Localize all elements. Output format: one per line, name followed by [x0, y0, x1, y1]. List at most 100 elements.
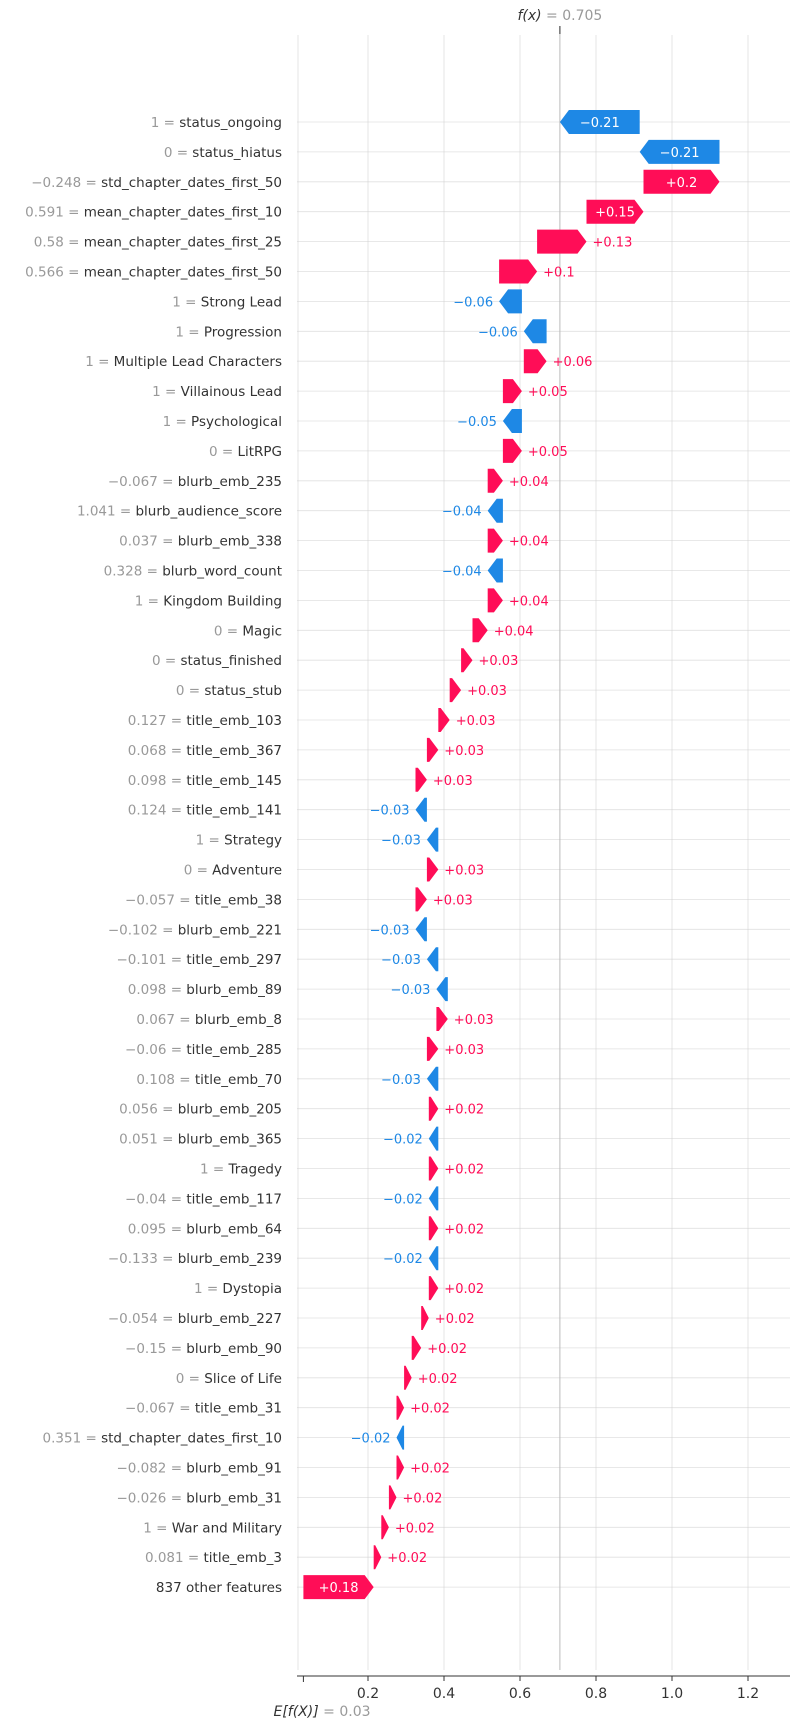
feature-label: 0.067 = blurb_emb_8: [136, 1012, 282, 1028]
feature-value: 0.591 =: [25, 205, 84, 221]
x-tick-label: 0.4: [433, 1686, 455, 1702]
feature-label: −0.04 = title_emb_117: [125, 1191, 282, 1207]
waterfall-bar: [428, 1096, 439, 1121]
waterfall-bar: [426, 1066, 439, 1091]
feature-value: 1 =: [196, 833, 224, 849]
feature-label: 0.351 = std_chapter_dates_first_10: [43, 1431, 282, 1447]
feature-label: 1 = Villainous Lead: [152, 384, 282, 400]
feature-label: 0.098 = blurb_emb_89: [128, 982, 282, 998]
feature-name: blurb_word_count: [162, 564, 282, 580]
labels-layer: −0.21 1 = status_ongoing −0.21 0 = status_h…: [25, 115, 699, 1596]
feature-label: −0.067 = title_emb_31: [125, 1401, 282, 1417]
feature-value: 0 =: [214, 623, 242, 639]
feature-name: status_finished: [180, 653, 282, 669]
feature-name: Adventure: [212, 863, 282, 879]
feature-value: 0.051 =: [119, 1132, 178, 1148]
waterfall-bar: [502, 409, 522, 433]
feature-value: −0.15 =: [125, 1341, 186, 1357]
feature-value: −0.248 =: [31, 175, 101, 191]
waterfall-bar: [381, 1515, 389, 1540]
feature-value: −0.067 =: [125, 1401, 195, 1417]
waterfall-bar: [487, 528, 503, 553]
feature-value: −0.06 =: [125, 1042, 186, 1058]
waterfall-bar: [415, 917, 427, 942]
x-axis: 0.2 0.4 0.6 0.8 1.0 1.2: [297, 1675, 790, 1702]
feature-name: blurb_emb_8: [195, 1012, 282, 1028]
feature-value: −0.082 =: [116, 1461, 186, 1477]
waterfall-bar: [586, 199, 644, 224]
feature-value: 0.068 =: [128, 743, 187, 759]
feature-label: −0.102 = blurb_emb_221: [108, 922, 282, 938]
bar-value-label: +0.05: [528, 445, 568, 460]
feature-value: 0.056 =: [119, 1102, 178, 1118]
bar-value-label: +0.02: [387, 1551, 427, 1566]
feature-name: status_ongoing: [179, 115, 282, 131]
waterfall-bar: [428, 1186, 439, 1211]
x-tick-label: 0.2: [357, 1686, 379, 1702]
waterfall-bar: [436, 977, 448, 1002]
bar-value-label: +0.02: [444, 1103, 484, 1118]
feature-name: title_emb_367: [186, 743, 282, 759]
bar-value-label: −0.02: [383, 1192, 423, 1207]
feature-label: 837 other features: [156, 1580, 282, 1596]
feature-label: 0 = Slice of Life: [176, 1371, 282, 1387]
feature-label: 1 = Psychological: [163, 414, 282, 430]
bar-value-label: −0.06: [453, 295, 493, 310]
feature-name: mean_chapter_dates_first_10: [84, 205, 282, 221]
feature-name: Strong Lead: [201, 294, 282, 310]
waterfall-bar: [428, 1246, 439, 1271]
feature-name: 837 other features: [156, 1580, 282, 1596]
feature-name: status_stub: [204, 683, 282, 699]
feature-label: 0 = status_finished: [152, 653, 282, 669]
feature-label: 1 = Multiple Lead Characters: [85, 354, 282, 370]
feature-label: 1 = Progression: [175, 324, 282, 340]
feature-value: 0 =: [209, 444, 237, 460]
feature-name: Dystopia: [222, 1281, 282, 1297]
bar-value-label: −0.02: [383, 1252, 423, 1267]
feature-value: 0 =: [164, 145, 192, 161]
bar-value-label: +0.03: [454, 1013, 494, 1028]
feature-value: 0.095 =: [128, 1221, 187, 1237]
bar-value-label: +0.05: [528, 385, 568, 400]
waterfall-bar: [426, 737, 439, 762]
feature-label: 1 = Strategy: [196, 833, 282, 849]
bar-value-label: −0.03: [381, 834, 421, 849]
feature-name: std_chapter_dates_first_50: [101, 175, 282, 191]
feature-name: title_emb_141: [186, 803, 282, 819]
bar-value-label: −0.21: [660, 146, 700, 161]
feature-name: Kingdom Building: [163, 593, 282, 609]
bar-value-label: +0.15: [595, 206, 635, 221]
bar-value-label: +0.02: [403, 1491, 443, 1506]
feature-name: std_chapter_dates_first_10: [101, 1431, 282, 1447]
bar-value-label: +0.02: [444, 1163, 484, 1178]
grid-layer: [297, 35, 790, 1670]
feature-name: title_emb_297: [186, 952, 282, 968]
bar-value-label: +0.1: [543, 266, 575, 281]
bar-value-label: −0.04: [442, 565, 482, 580]
feature-label: 1.041 = blurb_audience_score: [77, 504, 282, 520]
bar-value-label: −0.02: [383, 1133, 423, 1148]
feature-label: 1 = status_ongoing: [151, 115, 282, 131]
waterfall-bar: [487, 498, 503, 523]
waterfall-bar: [426, 1036, 439, 1061]
bar-value-label: +0.02: [435, 1312, 475, 1327]
feature-label: −0.057 = title_emb_38: [125, 892, 282, 908]
waterfall-bar: [411, 1335, 422, 1360]
bar-value-label: +0.18: [319, 1581, 359, 1596]
feature-value: 0.081 =: [145, 1550, 204, 1566]
waterfall-bar: [426, 857, 439, 882]
waterfall-bar: [487, 588, 503, 613]
feature-label: −0.067 = blurb_emb_235: [108, 474, 282, 490]
feature-name: Multiple Lead Characters: [114, 354, 282, 370]
feature-label: 0 = LitRPG: [209, 444, 282, 460]
feature-name: Tragedy: [227, 1162, 282, 1178]
waterfall-bar: [428, 1126, 439, 1151]
feature-label: 0.566 = mean_chapter_dates_first_50: [25, 265, 282, 281]
feature-value: −0.067 =: [108, 474, 178, 490]
waterfall-bar: [396, 1425, 405, 1450]
bar-value-label: −0.03: [391, 983, 431, 998]
feature-label: 0.051 = blurb_emb_365: [119, 1132, 282, 1148]
feature-name: blurb_emb_338: [178, 534, 282, 550]
feature-value: 0.124 =: [128, 803, 187, 819]
waterfall-bar: [502, 379, 522, 404]
